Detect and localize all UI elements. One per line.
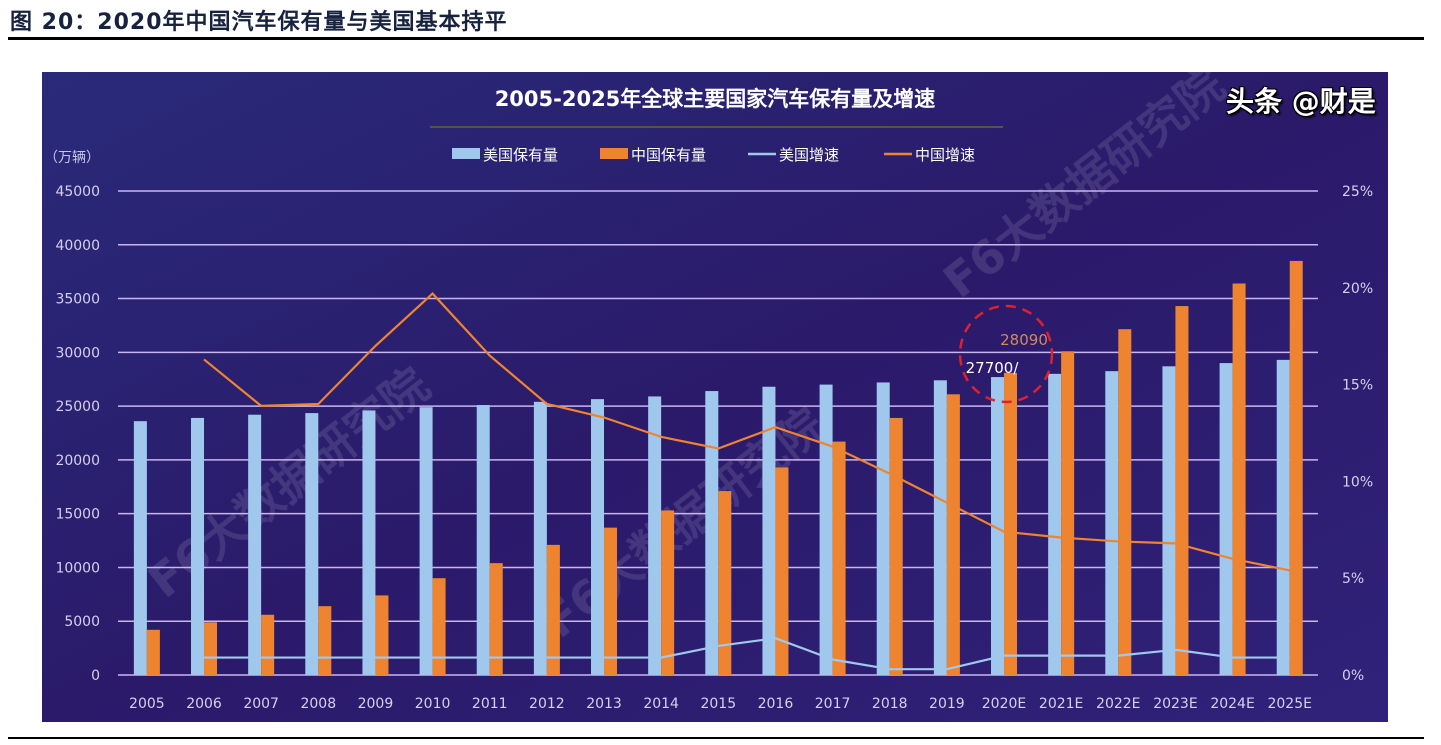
cn-bar [1175,306,1189,675]
y-tick-label: 35000 [55,292,100,308]
cn-bar [375,595,389,675]
y2-tick-label: 20% [1342,281,1373,297]
us-bar [591,399,605,675]
cn-bar [1061,351,1075,675]
chart-title: 2005-2025年全球主要国家汽车保有量及增速 [495,87,936,111]
us-bar [1219,363,1233,675]
x-tick-label: 2018 [872,696,908,712]
y-tick-label: 20000 [55,453,100,469]
legend-label: 美国保有量 [483,146,558,164]
y-tick-label: 30000 [55,345,100,361]
us-bar [1276,359,1290,675]
us-bar [533,401,547,675]
legend-label: 中国保有量 [631,146,706,164]
y-tick-label: 0 [91,668,100,684]
us-bar [876,382,890,675]
cn-growth-line [203,292,1290,572]
x-tick-label: 2013 [586,696,622,712]
us-bar [819,384,833,675]
legend: 美国保有量 中国保有量 美国增速 中国增速 [452,146,975,164]
x-tick-label: 2019 [929,696,965,712]
source-credit: 头条 @财是 [1226,85,1376,118]
us-bar [248,414,262,675]
cn-bar [775,467,789,675]
cn-bar [1118,329,1132,675]
y-tick-label: 25000 [55,399,100,415]
cn-bar [1289,260,1303,675]
x-tick-label: 2020E [982,696,1026,712]
cn-bar [832,441,846,675]
y-axis-label: （万辆） [44,150,100,166]
cn-bar [432,578,446,675]
y2-tick-label: 0% [1342,668,1364,684]
x-tick-label: 2025E [1267,696,1311,712]
us-bar [476,405,490,675]
cn-bar [204,622,218,675]
legend-label: 美国增速 [779,146,839,164]
us-bar [1162,366,1176,675]
x-tick-label: 2011 [472,696,508,712]
x-tick-label: 2016 [758,696,794,712]
y-tick-label: 5000 [64,614,100,630]
x-tick-label: 2006 [186,696,222,712]
y-tick-label: 10000 [55,560,100,576]
cn-bar [489,563,503,675]
x-tick-label: 2014 [643,696,679,712]
y-tick-label: 40000 [55,238,100,254]
legend-label: 中国增速 [915,146,975,164]
x-tick-label: 2007 [243,696,279,712]
us-bar [1048,373,1062,675]
x-tick-label: 2005 [129,696,165,712]
cn-bar [318,606,332,675]
x-tick-label: 2010 [415,696,451,712]
us-bar [305,413,319,675]
us-bar [419,407,433,675]
us-bar [191,417,205,675]
cn-bar [889,417,903,675]
bottom-rule [8,737,1424,739]
annotation-cn-value: 28090 [1000,331,1048,349]
legend-swatch [452,148,480,159]
us-bar [762,386,776,675]
figure-title: 图 20：2020年中国汽车保有量与美国基本持平 [10,10,508,35]
highlight-circle [958,304,1054,404]
x-tick-label: 2012 [529,696,565,712]
cn-bar [261,614,275,675]
y2-tick-label: 10% [1342,474,1373,490]
us-bar [648,396,662,675]
x-tick-label: 2015 [700,696,736,712]
cn-bar [661,510,675,675]
x-tick-label: 2023E [1153,696,1197,712]
top-rule [8,37,1424,40]
us-bar [133,421,147,675]
cn-bar [946,394,960,675]
cn-bar [1232,283,1246,675]
us-bar [933,380,947,675]
us-bar [362,410,376,675]
cn-bar [718,491,732,675]
cn-bar [604,527,618,675]
cn-bar [1004,372,1018,675]
y2-tick-label: 25% [1342,184,1373,200]
x-tick-label: 2021E [1039,696,1083,712]
cn-bar [146,629,160,675]
us-bar [991,377,1005,675]
x-tick-label: 2017 [815,696,851,712]
us-bar [1105,371,1119,675]
us-bar [705,391,719,675]
x-tick-label: 2008 [300,696,336,712]
y2-tick-label: 15% [1342,378,1373,394]
y-tick-label: 45000 [55,184,100,200]
x-tick-label: 2009 [358,696,394,712]
cn-bar [546,544,560,675]
annotation-us-value: 27700/ [966,359,1020,377]
y2-tick-label: 5% [1342,571,1364,587]
legend-swatch [600,148,628,159]
y-tick-label: 15000 [55,507,100,523]
x-tick-label: 2024E [1210,696,1254,712]
x-tick-label: 2022E [1096,696,1140,712]
us-growth-line [204,637,1290,671]
